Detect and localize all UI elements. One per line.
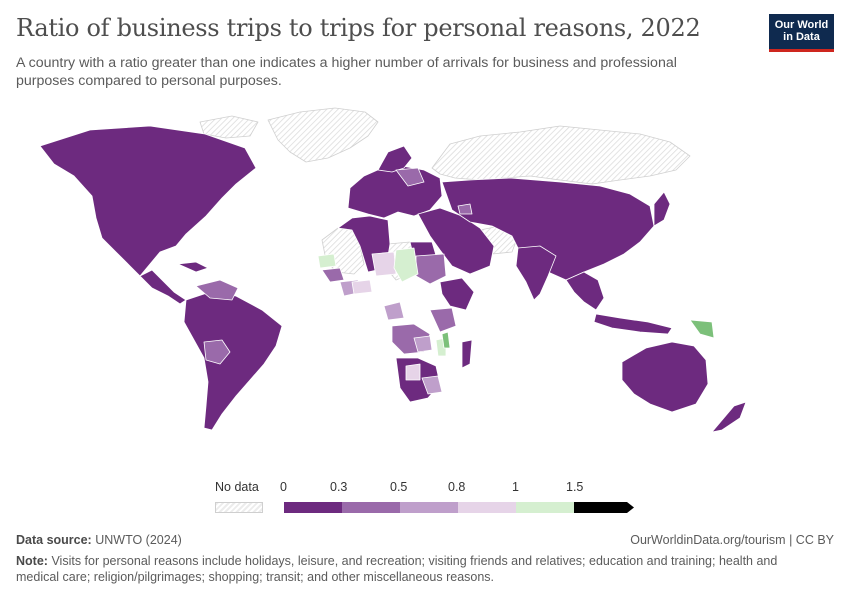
madagascar[interactable] — [461, 339, 473, 369]
north-america[interactable] — [39, 125, 257, 277]
legend-no-data-swatch[interactable] — [215, 502, 263, 513]
caribbean[interactable] — [177, 261, 209, 273]
legend-bin-5[interactable] — [574, 502, 634, 513]
india[interactable] — [515, 245, 557, 301]
southeast-asia[interactable] — [565, 271, 605, 311]
middle-east[interactable] — [417, 207, 495, 275]
greenland[interactable] — [267, 107, 379, 163]
iran-region[interactable] — [457, 203, 473, 215]
niger[interactable] — [371, 251, 397, 277]
legend-tick: 0.8 — [448, 480, 466, 494]
legend-tick: 0.5 — [390, 480, 408, 494]
tanzania[interactable] — [429, 307, 457, 333]
russia[interactable] — [431, 125, 691, 185]
asia[interactable] — [441, 177, 655, 281]
congo-region[interactable] — [383, 301, 405, 321]
new-zealand[interactable] — [711, 401, 747, 433]
zambia-region[interactable] — [405, 363, 421, 381]
legend-bin-3[interactable] — [458, 502, 516, 513]
venezuela-region[interactable] — [195, 279, 239, 301]
japan[interactable] — [653, 191, 671, 227]
indonesia[interactable] — [593, 313, 673, 335]
chart-subtitle: A country with a ratio greater than one … — [16, 55, 677, 89]
sudan[interactable] — [415, 253, 447, 285]
legend-tick: 1.5 — [566, 480, 584, 494]
legend-bin-2[interactable] — [400, 502, 458, 513]
legend-tick: 1 — [512, 480, 519, 494]
world-map[interactable] — [0, 96, 850, 476]
legend-bin-1[interactable] — [342, 502, 400, 513]
central-america[interactable] — [139, 269, 187, 305]
legend-tick: 0.3 — [330, 480, 348, 494]
bolivia[interactable] — [203, 339, 231, 365]
angola-region[interactable] — [413, 335, 433, 353]
note-label: Note: — [16, 554, 48, 568]
footer-url[interactable]: OurWorldinData.org/tourism | CC BY — [630, 533, 834, 547]
legend-bin-0[interactable] — [284, 502, 342, 513]
malawi[interactable] — [441, 331, 451, 349]
south-africa-region[interactable] — [421, 375, 443, 395]
scandinavia[interactable] — [377, 145, 413, 173]
legend: No data 0 0.3 0.5 0.8 1 1.5 — [0, 480, 850, 520]
legend-tick: 0 — [280, 480, 287, 494]
europe[interactable] — [347, 165, 443, 219]
mauritania-region[interactable] — [317, 253, 337, 269]
arctic-islands[interactable] — [199, 115, 259, 139]
papua-new-guinea[interactable] — [689, 319, 715, 339]
south-america[interactable] — [183, 291, 283, 431]
data-source-value[interactable]: UNWTO (2024) — [95, 533, 182, 547]
legend-no-data-label: No data — [215, 480, 259, 494]
data-source-label: Data source: — [16, 533, 92, 547]
eastern-europe[interactable] — [395, 167, 425, 187]
australia[interactable] — [621, 341, 709, 413]
note: Note: Visits for personal reasons includ… — [16, 553, 816, 585]
logo-line-2: in Data — [783, 31, 820, 43]
west-africa-a[interactable] — [321, 267, 345, 283]
east-africa[interactable] — [439, 277, 475, 311]
logo-line-1: Our World — [774, 19, 829, 31]
guinea-region[interactable] — [351, 279, 373, 295]
data-source: Data source: UNWTO (2024) — [16, 533, 182, 547]
note-text: Visits for personal reasons include holi… — [16, 554, 778, 584]
chad-region[interactable] — [393, 247, 419, 283]
legend-bin-4[interactable] — [516, 502, 574, 513]
owid-logo[interactable]: Our World in Data — [769, 14, 834, 52]
chart-title: Ratio of business trips to trips for per… — [16, 14, 701, 42]
